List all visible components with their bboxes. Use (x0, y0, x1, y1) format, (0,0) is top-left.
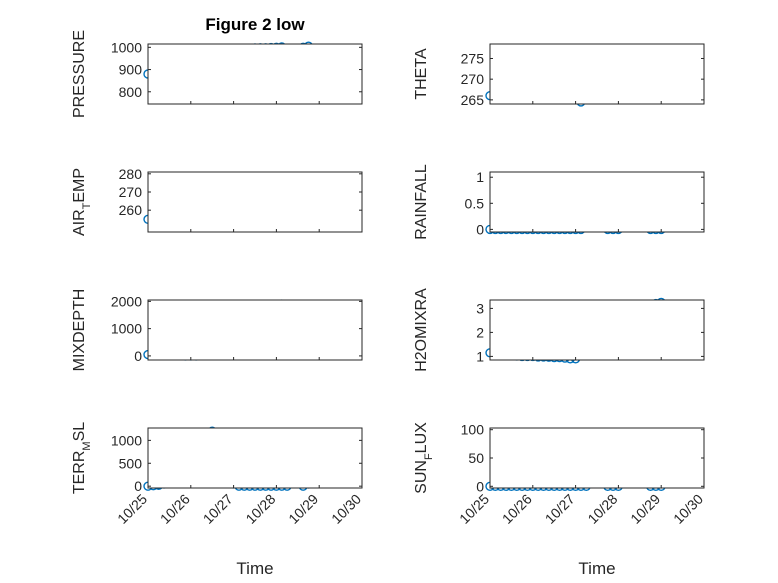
y-tick-label: 1 (476, 169, 484, 185)
y-axis-label-subscript: T (81, 202, 93, 209)
y-tick-label: 3 (476, 300, 484, 316)
y-axis-label-main: H2OMIXRA (413, 288, 430, 372)
x-tick-label: 10/27 (200, 491, 236, 527)
x-tick-label: 10/30 (670, 491, 706, 527)
y-tick-label: 0 (476, 221, 484, 237)
y-tick-label: 1000 (111, 432, 142, 448)
axes-frame (489, 427, 705, 489)
x-tick-label: 10/26 (499, 491, 535, 527)
axes-frame (147, 427, 363, 489)
axes-frame (147, 299, 363, 361)
y-tick-label: 100 (461, 422, 485, 438)
y-tick-label: 2000 (111, 293, 142, 309)
subplot-7: 0 500 1000 10/25 10/26 10/27 10/28 10/29 10/30 TE… (71, 422, 364, 578)
subplot-4: 0 0.5 1 RAINFALL (413, 164, 705, 240)
subplot-8: 0 50 100 10/25 10/26 10/27 10/28 10/29 10/30 SUNF… (413, 422, 706, 578)
axes-frame (489, 171, 705, 233)
y-tick-label: 900 (119, 62, 143, 78)
x-tick-label: 10/28 (584, 491, 620, 527)
subplot-3: 260 270 280 AIRTEMP (71, 166, 363, 236)
y-axis-label-main: SUN (413, 460, 430, 494)
x-axis-label: Time (236, 559, 273, 578)
y-tick-label: 265 (461, 92, 485, 108)
y-axis-label-subscript: M (81, 441, 93, 450)
axes-frame (147, 171, 363, 233)
x-tick-label: 10/25 (456, 491, 492, 527)
x-tick-label: 10/26 (157, 491, 193, 527)
y-axis-label: AIRTEMP (71, 168, 93, 236)
y-tick-label: 2 (476, 324, 484, 340)
x-tick-label: 10/27 (542, 491, 578, 527)
y-axis-label: H2OMIXRA (413, 288, 430, 372)
y-tick-label: 280 (119, 166, 143, 182)
axes-frame (489, 43, 705, 105)
y-tick-label: 1000 (111, 321, 142, 337)
y-tick-label: 260 (119, 202, 143, 218)
axes-frame (147, 43, 363, 105)
y-axis-label: RAINFALL (413, 164, 430, 240)
y-axis-label: THETA (413, 48, 430, 100)
y-tick-label: 275 (461, 50, 485, 66)
y-axis-label-main: PRESSURE (71, 30, 88, 118)
y-tick-label: 1000 (111, 39, 142, 55)
y-tick-label: 0.5 (465, 195, 485, 211)
x-tick-label: 10/29 (285, 491, 321, 527)
x-tick-label: 10/28 (242, 491, 278, 527)
x-tick-label: 10/29 (627, 491, 663, 527)
x-tick-label: 10/30 (328, 491, 364, 527)
chart-title: Figure 2 low (205, 15, 305, 34)
y-axis-label-tail: LUX (413, 422, 430, 453)
y-axis-label-main: TERR (71, 451, 88, 495)
y-tick-label: 500 (119, 455, 143, 471)
y-axis-label-subscript: F (423, 453, 435, 460)
y-tick-label: 800 (119, 84, 143, 100)
y-tick-label: 270 (119, 184, 143, 200)
y-tick-label: 0 (134, 478, 142, 494)
y-tick-label: 270 (461, 71, 485, 87)
y-axis-label-main: RAINFALL (413, 164, 430, 240)
y-axis-label: PRESSURE (71, 30, 88, 118)
y-axis-label-main: AIR (71, 209, 88, 236)
y-axis-label-tail: SL (71, 422, 88, 442)
y-axis-label-main: THETA (413, 48, 430, 100)
y-axis-label: SUNFLUX (413, 422, 435, 494)
axes-frame (489, 299, 705, 361)
y-tick-label: 1 (476, 348, 484, 364)
x-tick-label: 10/25 (114, 491, 150, 527)
y-tick-label: 0 (134, 348, 142, 364)
x-axis-label: Time (578, 559, 615, 578)
subplot-6: 1 2 3 H2OMIXRA (413, 288, 705, 372)
y-axis-label-tail: EMP (71, 168, 88, 203)
y-tick-label: 0 (476, 478, 484, 494)
y-axis-label-main: MIXDEPTH (71, 289, 88, 372)
subplot-1: 800 900 1000 PRESSURE Figure 2 low (71, 15, 363, 118)
y-tick-label: 50 (468, 450, 484, 466)
y-axis-label: MIXDEPTH (71, 289, 88, 372)
subplot-5: 0 1000 2000 MIXDEPTH (71, 289, 363, 372)
subplot-2: 265 270 275 THETA (413, 43, 705, 108)
y-axis-label: TERRMSL (71, 422, 93, 494)
